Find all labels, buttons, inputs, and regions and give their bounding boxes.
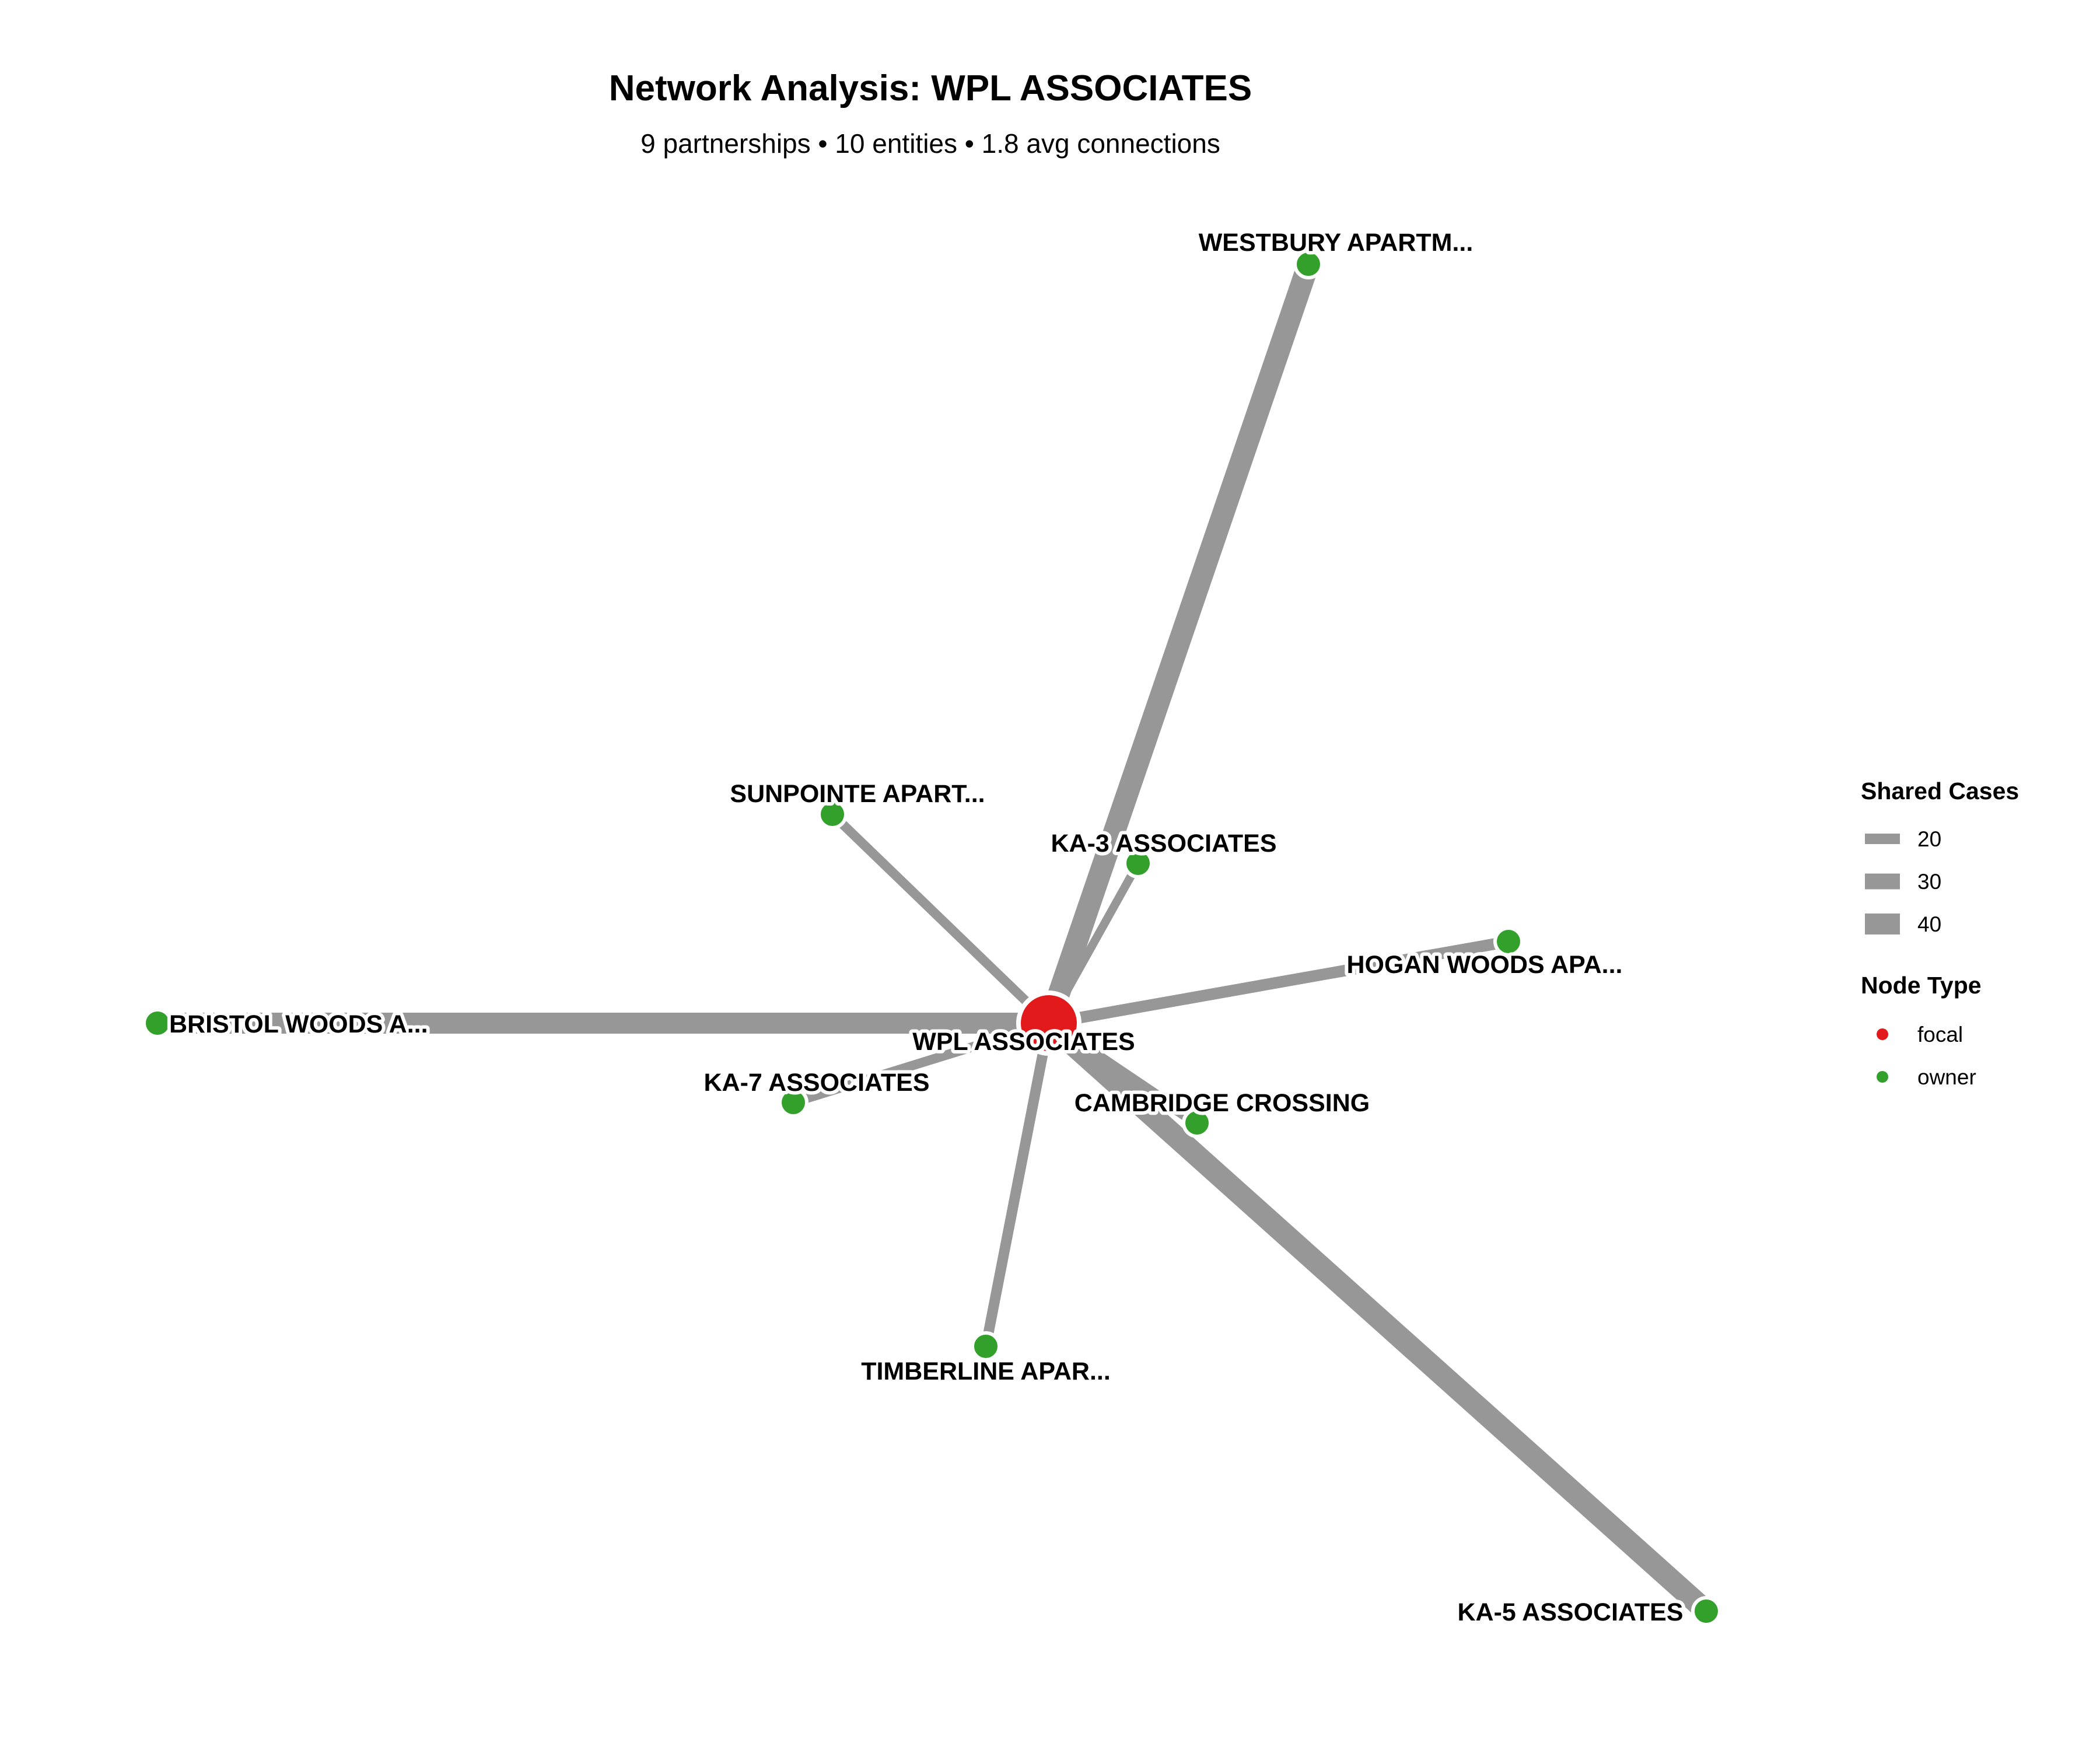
node-westbury	[1293, 249, 1324, 279]
edges-layer	[158, 260, 1714, 1620]
node-ka7	[778, 1087, 808, 1118]
node-label-timberline: TIMBERLINE APAR...	[861, 1357, 1111, 1385]
legend: Shared Cases 20 30 40 Node Type focal owner	[1861, 778, 2019, 1089]
node-label-bristol: BRISTOL WOODS A...	[169, 1010, 428, 1038]
legend-node-swatch-owner	[1877, 1071, 1888, 1083]
node-wpl	[1016, 991, 1082, 1056]
legend-edge-label-40: 40	[1917, 912, 1941, 936]
chart-subtitle: 9 partnerships • 10 entities • 1.8 avg c…	[640, 128, 1220, 159]
node-label-ka7: KA-7 ASSOCIATES	[704, 1069, 929, 1097]
legend-edge-label-30: 30	[1917, 870, 1941, 894]
chart-title: Network Analysis: WPL ASSOCIATES	[609, 68, 1252, 108]
legend-edge-label-20: 20	[1917, 827, 1941, 851]
legend-edge-swatch-30	[1865, 873, 1900, 890]
edge-wpl-timberline	[981, 1022, 1054, 1348]
edge-wpl-ka7	[792, 1019, 1051, 1107]
node-label-ka5: KA-5 ASSOCIATES	[1457, 1598, 1683, 1626]
legend-node-items: focal owner	[1877, 1023, 1976, 1089]
edge-wpl-ka5	[1041, 1014, 1714, 1620]
legend-edge-items: 20 30 40	[1865, 827, 1941, 936]
node-label-ka3: KA-3 ASSOCIATES	[1051, 830, 1276, 858]
edge-wpl-westbury	[1038, 260, 1319, 1027]
legend-node-swatch-focal	[1877, 1028, 1888, 1040]
edge-wpl-sunpointe	[829, 811, 1052, 1027]
node-label-sunpointe: SUNPOINTE APART...	[730, 780, 985, 808]
legend-edge-title: Shared Cases	[1861, 778, 2019, 804]
legend-node-label-focal: focal	[1917, 1023, 1963, 1046]
node-bristol	[142, 1008, 173, 1038]
nodes-layer	[142, 249, 1721, 1626]
legend-node-title: Node Type	[1861, 972, 1982, 999]
legend-edge-swatch-40	[1865, 914, 1900, 935]
node-cambridge	[1182, 1108, 1212, 1138]
node-hogan	[1493, 926, 1524, 957]
node-timberline	[971, 1331, 1001, 1362]
node-label-cambridge: CAMBRIDGE CROSSING	[1074, 1089, 1370, 1117]
edge-wpl-hogan	[1048, 936, 1510, 1029]
legend-node-label-owner: owner	[1917, 1065, 1976, 1089]
node-label-wpl: WPL ASSOCIATES	[912, 1028, 1135, 1056]
node-label-hogan: HOGAN WOODS APA...	[1347, 951, 1623, 979]
node-sunpointe	[817, 799, 848, 830]
node-label-westbury: WESTBURY APARTM...	[1199, 229, 1474, 257]
labels-layer: WPL ASSOCIATES WESTBURY APARTM... SUNPOINT…	[166, 225, 1687, 1630]
node-ka3	[1123, 848, 1153, 878]
legend-edge-swatch-20	[1865, 834, 1900, 844]
node-ka5	[1691, 1596, 1721, 1626]
